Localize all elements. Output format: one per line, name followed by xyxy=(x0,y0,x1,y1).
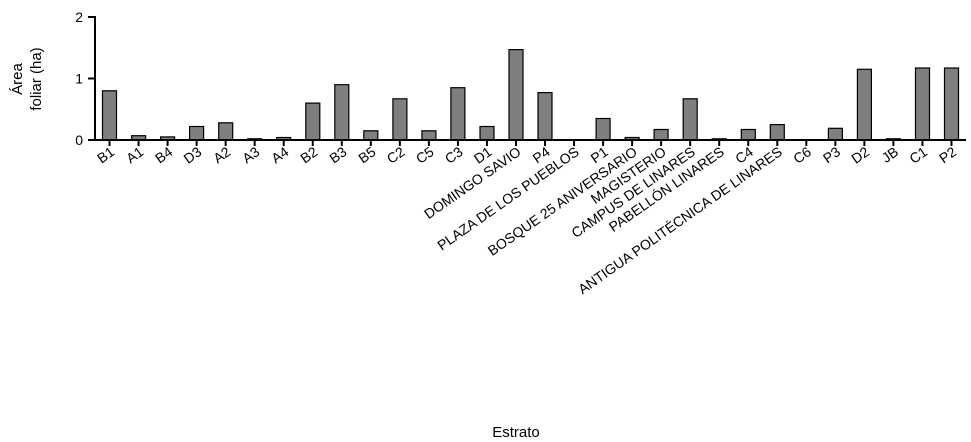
bars-group xyxy=(101,48,960,141)
x-tick-label: B1 xyxy=(94,143,117,166)
bar-antigua-polit-cnica-de-linares xyxy=(769,123,785,141)
x-tick-label: D2 xyxy=(848,143,872,166)
x-tick-label: B5 xyxy=(355,143,378,166)
bar-a2 xyxy=(218,122,234,141)
bar-p3 xyxy=(827,127,844,141)
bar-c5 xyxy=(421,130,437,141)
x-tick-label: C1 xyxy=(906,143,930,166)
x-tick-label: B3 xyxy=(326,143,349,166)
x-tick-label: A2 xyxy=(210,143,233,166)
bar-domingo-savio xyxy=(508,48,524,141)
x-tick-label: JB xyxy=(879,143,902,165)
y-axis-title-line2: foliar (ha) xyxy=(28,47,45,110)
bar-c1 xyxy=(914,67,931,141)
y-tick-label: 1 xyxy=(75,71,83,87)
y-axis-title-line1: Área xyxy=(9,63,26,95)
x-tick-label: C3 xyxy=(442,143,466,166)
bar-b1 xyxy=(101,90,118,141)
bar-c4 xyxy=(740,128,756,141)
y-tick-label: 2 xyxy=(75,9,83,25)
y-ticks-group: 0 1 2 xyxy=(75,9,95,148)
x-tick-label: D3 xyxy=(180,143,204,166)
bar-b3 xyxy=(334,84,350,141)
bar-magisterio xyxy=(653,128,669,141)
y-tick-label: 0 xyxy=(75,132,83,148)
bar-d3 xyxy=(189,125,205,141)
x-tick-label: A4 xyxy=(268,143,291,166)
x-tick-label: A1 xyxy=(123,143,146,166)
x-tick-label: P3 xyxy=(820,143,843,166)
x-tick-label: P2 xyxy=(936,143,959,166)
bar-d1 xyxy=(479,125,495,141)
bar-c3 xyxy=(450,87,466,141)
bar-campus-de-linares xyxy=(682,98,698,141)
x-tick-label: B2 xyxy=(297,143,320,166)
x-tick-label: A3 xyxy=(239,143,262,166)
x-tick-label: B4 xyxy=(152,143,175,166)
bar-p2 xyxy=(943,67,960,141)
bar-c2 xyxy=(392,98,408,141)
x-axis-title: Estrato xyxy=(492,424,540,441)
x-tick-label: C6 xyxy=(790,143,814,166)
bar-d2 xyxy=(856,68,873,141)
bar-p1 xyxy=(595,117,611,141)
bar-b5 xyxy=(363,130,379,141)
x-tick-label: C2 xyxy=(384,143,408,166)
axes-group xyxy=(94,16,966,141)
bar-p4 xyxy=(537,91,553,141)
x-tick-label: C5 xyxy=(413,143,437,166)
bar-b2 xyxy=(305,102,321,141)
